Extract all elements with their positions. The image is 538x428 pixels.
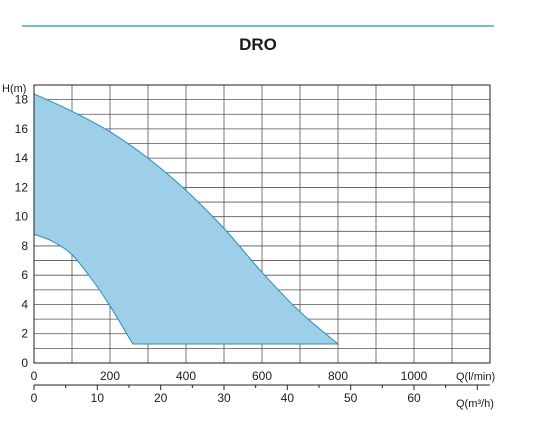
x2-tick-label: 50 [344,391,358,405]
x-tick-label: 600 [252,369,272,383]
y-tick-label: 12 [15,180,29,194]
y-tick-label: 14 [15,151,29,165]
x2-tick-label: 30 [217,391,231,405]
y-tick-label: 10 [15,210,29,224]
x-axis-label: Q(l/min) [456,371,495,383]
plot-frame [33,84,491,364]
x-tick-label: 800 [328,369,348,383]
operating-area [33,92,340,345]
x-tick-label: 1000 [401,369,428,383]
y-tick-label: 4 [21,297,28,311]
chart-title: DRO [239,35,277,54]
y-tick-label: 18 [15,93,29,107]
x2-tick-label: 20 [154,391,168,405]
x2-tick-label: 40 [281,391,295,405]
y-axis-label: H(m) [2,83,26,95]
y-tick-label: 6 [21,268,28,282]
x-tick-label: 0 [31,369,38,383]
y-tick-label: 0 [21,356,28,370]
x2-tick-label: 0 [31,391,38,405]
x2-axis-label: Q(m³/h) [456,398,494,410]
x-tick-label: 400 [176,369,196,383]
y-tick-label: 8 [21,239,28,253]
x2-tick-label: 10 [91,391,105,405]
x2-tick-label: 60 [407,391,421,405]
x-tick-label: 200 [100,369,120,383]
y-tick-label: 2 [21,327,28,341]
y-tick-label: 16 [15,122,29,136]
